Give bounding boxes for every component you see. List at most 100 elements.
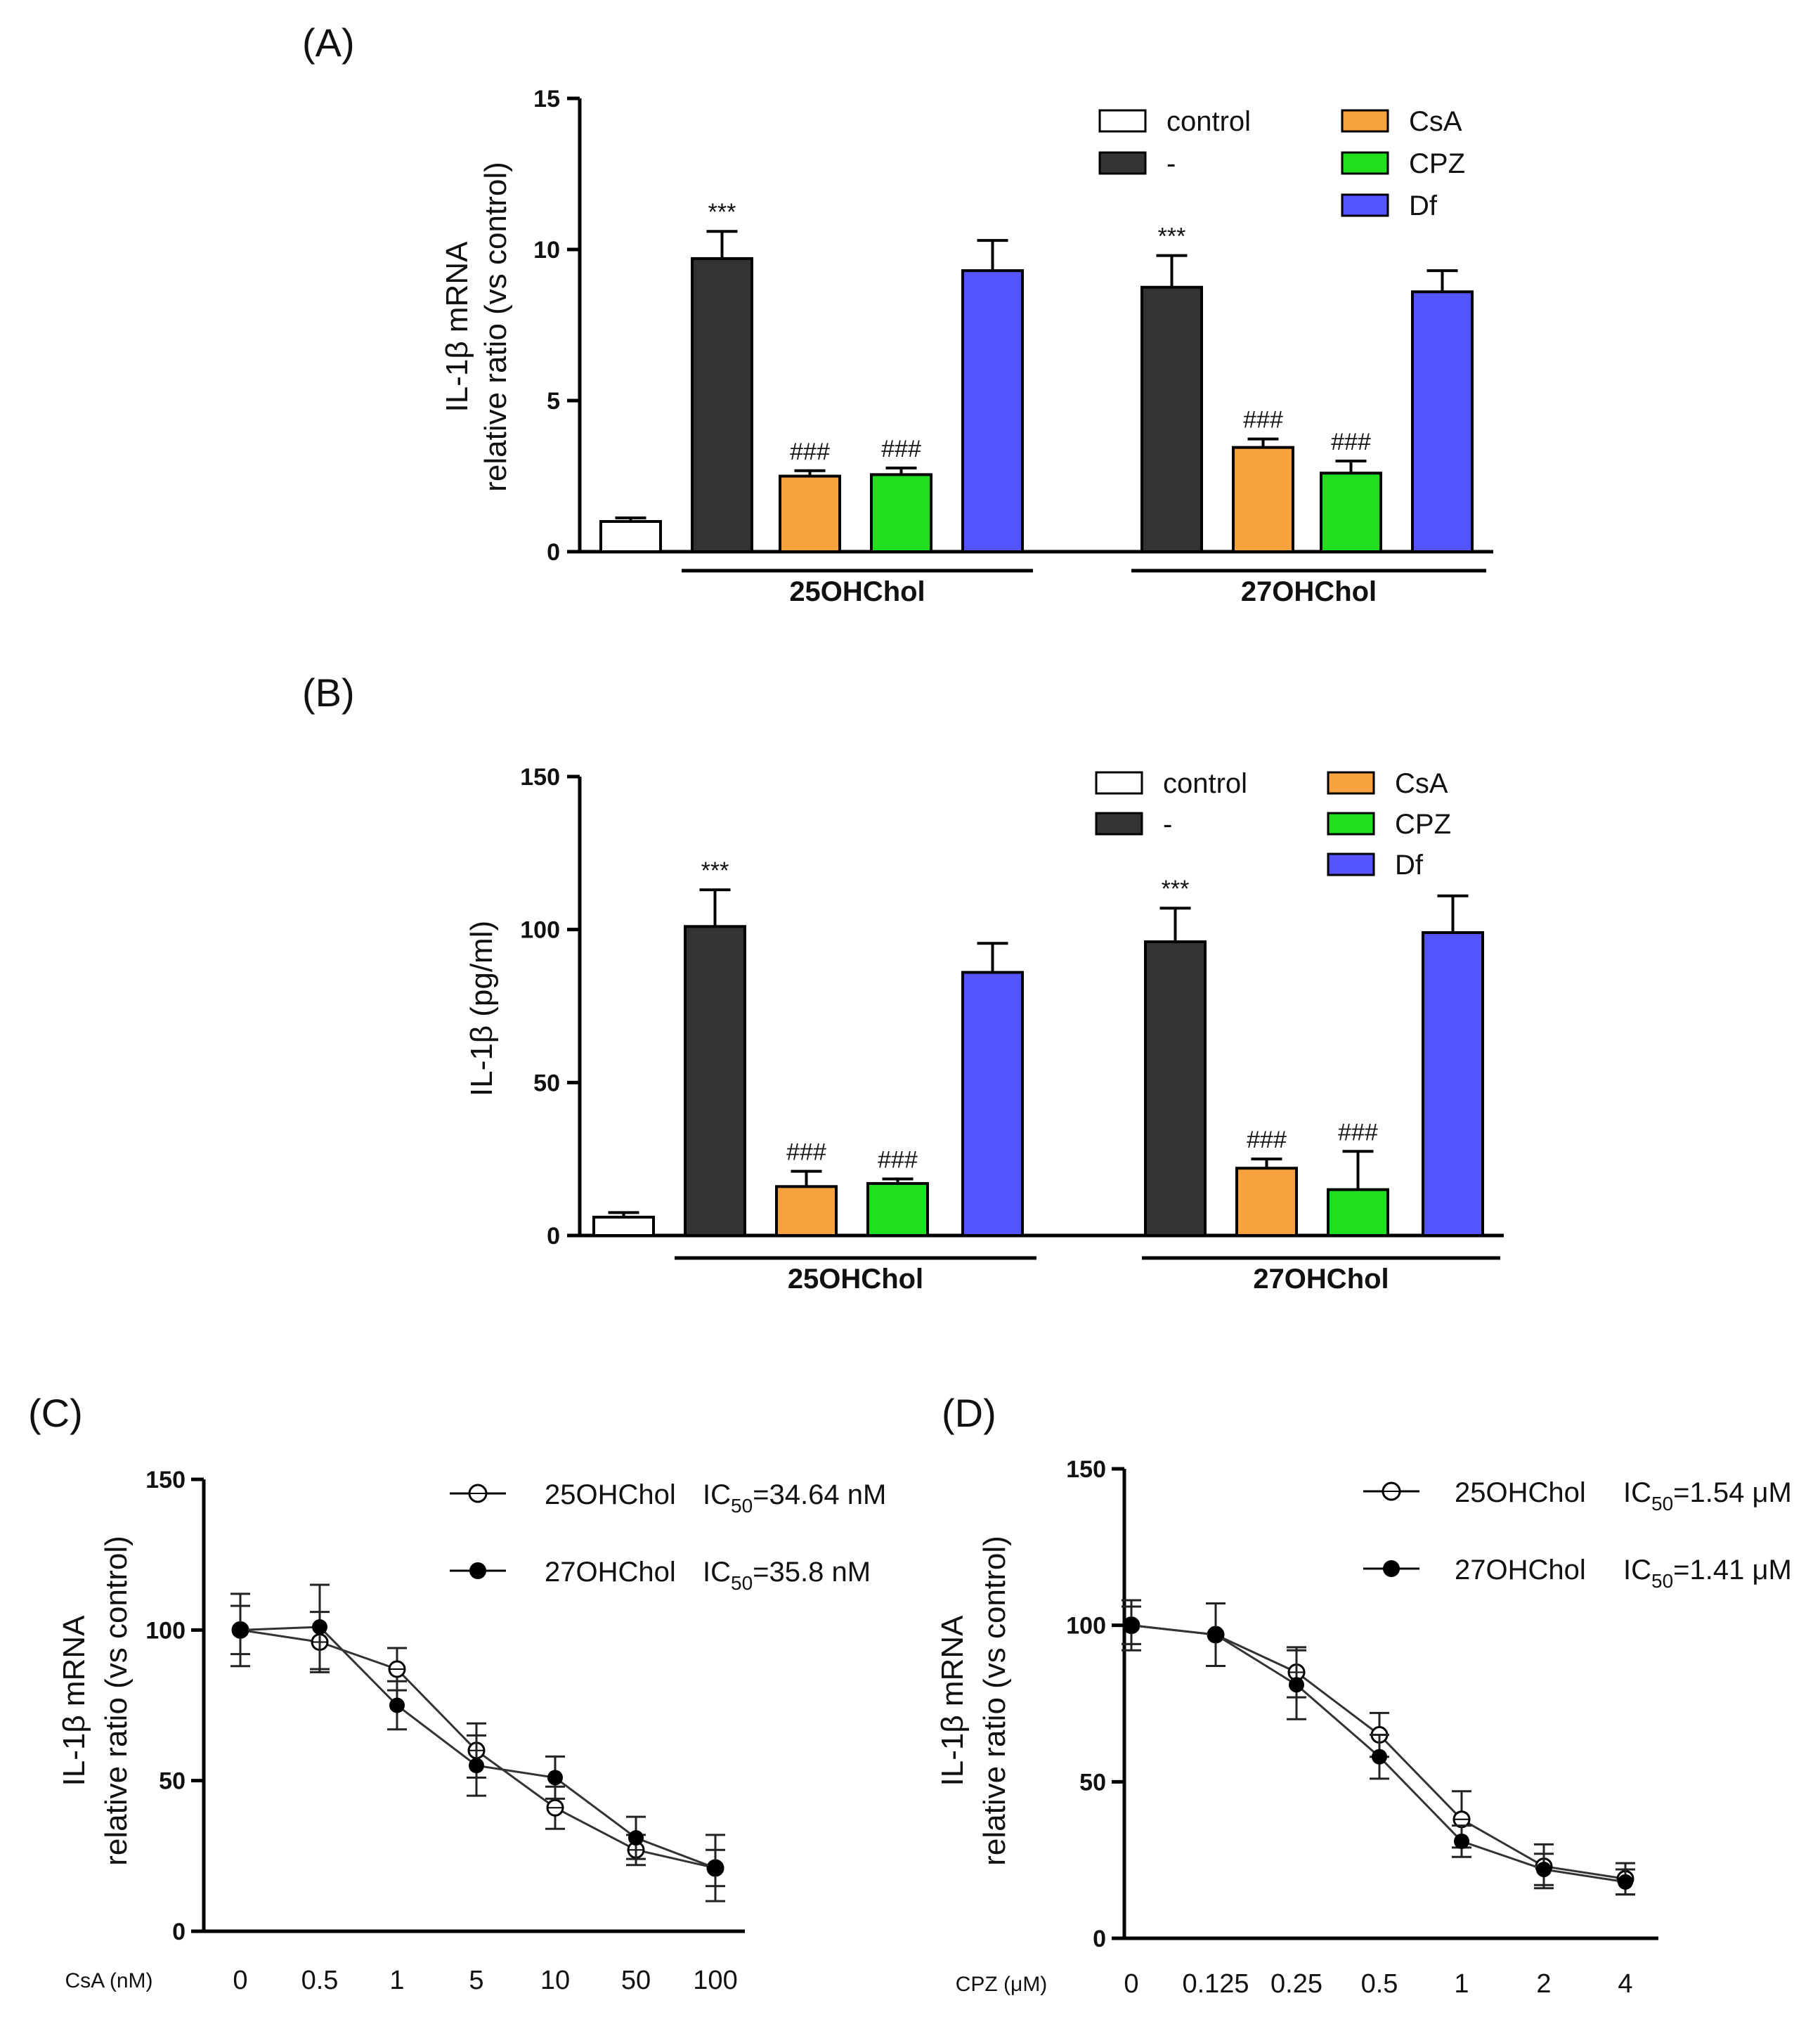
significance-label: ### (786, 1139, 826, 1166)
bar-panel-a: (A) 0 5 10 15 IL-1β mRNA relative ratio (vs co… (302, 20, 1493, 607)
x-axis-name: CsA (nM) (65, 1969, 152, 1992)
data-point (708, 1860, 723, 1876)
x-tick-label: 2 (1536, 1969, 1551, 1999)
legend-swatch (1098, 151, 1147, 175)
y-tick-label: 100 (145, 1617, 186, 1644)
bar (691, 257, 753, 553)
x-tick-label: 100 (693, 1966, 737, 1995)
group-label: 25OHChol (788, 1264, 923, 1295)
y-axis-label-line1: IL-1β mRNA (57, 1615, 91, 1786)
bar (1320, 472, 1382, 554)
legend-swatch (1341, 193, 1389, 217)
legend-swatch (1341, 151, 1389, 175)
x-tick-label: 5 (469, 1966, 483, 1995)
legend-label: 27OHChol (545, 1557, 676, 1588)
significance-label: ### (790, 439, 830, 465)
legend-swatch (1327, 771, 1375, 795)
significance-label: ### (881, 436, 921, 462)
y-tick-label: 0 (547, 539, 560, 566)
data-point (1454, 1833, 1469, 1849)
data-point (1124, 1617, 1139, 1633)
bar (592, 1215, 655, 1238)
significance-label: ### (1247, 1127, 1287, 1153)
ic50-label: IC50=1.41 μM (1623, 1555, 1792, 1592)
data-point (389, 1697, 405, 1713)
bar (866, 1181, 929, 1237)
y-tick-label: 50 (1079, 1769, 1106, 1796)
y-axis-label-line1: IL-1β mRNA (440, 241, 474, 413)
x-axis-name: CPZ (μM) (956, 1973, 1048, 1996)
y-tick-label: 150 (145, 1467, 186, 1493)
legend-swatch (1327, 812, 1375, 836)
y-tick-label: 15 (533, 86, 560, 112)
significance-label: *** (701, 857, 729, 884)
legend-label: control (1166, 106, 1251, 137)
x-tick-label: 0.5 (301, 1966, 339, 1995)
bar (1232, 446, 1294, 554)
bar (775, 1185, 838, 1238)
data-point (628, 1830, 644, 1846)
significance-label: ### (1338, 1119, 1378, 1146)
x-tick-label: 0.5 (1361, 1969, 1398, 1999)
legend-swatch (1341, 109, 1389, 133)
panel-label: (D) (942, 1391, 996, 1435)
legend-label: 25OHChol (1455, 1477, 1586, 1508)
y-tick-label: 100 (520, 917, 560, 944)
legend-label: CsA (1409, 106, 1462, 137)
group-label: 27OHChol (1253, 1264, 1389, 1295)
significance-label: ### (1331, 429, 1371, 455)
x-tick-label: 0 (233, 1966, 247, 1995)
y-axis-label-line2: relative ratio (vs control) (977, 1536, 1012, 1865)
bar (1144, 940, 1207, 1237)
x-tick-label: 50 (621, 1966, 651, 1995)
data-point (233, 1622, 248, 1638)
bar (599, 520, 662, 553)
y-tick-label: 100 (1066, 1613, 1106, 1640)
x-tick-label: 0.25 (1270, 1969, 1322, 1999)
data-point (469, 1758, 484, 1774)
y-tick-label: 5 (547, 388, 560, 415)
y-tick-label: 150 (1066, 1456, 1106, 1483)
legend-swatch (1098, 109, 1147, 133)
legend-label: - (1166, 148, 1176, 179)
bar (1422, 931, 1484, 1238)
bar (1235, 1167, 1298, 1238)
bar (684, 925, 746, 1238)
bar (961, 269, 1024, 553)
x-tick-label: 10 (540, 1966, 570, 1995)
legend-label: 27OHChol (1455, 1555, 1586, 1585)
bar (870, 473, 932, 553)
significance-label: *** (1162, 876, 1190, 902)
legend-label: CPZ (1409, 148, 1465, 179)
data-point (1372, 1749, 1387, 1765)
y-tick-label: 0 (1093, 1926, 1106, 1952)
group-label: 27OHChol (1241, 576, 1377, 607)
data-point (1618, 1874, 1633, 1890)
legend-label: 25OHChol (545, 1479, 676, 1510)
significance-label: *** (1158, 223, 1186, 250)
panel-label: (B) (302, 670, 355, 715)
y-tick-label: 50 (159, 1768, 186, 1795)
significance-label: ### (878, 1146, 918, 1173)
panel-label: (A) (302, 20, 355, 65)
legend-label: Df (1395, 850, 1424, 881)
legend-label: - (1163, 809, 1172, 840)
line-panel-d: (D) 0 50 100 150 IL-1β mRNA relative ratio (vs… (935, 1391, 1792, 1999)
y-axis-label-line1: IL-1β mRNA (935, 1615, 970, 1786)
y-axis-label-line2: relative ratio (vs control) (99, 1536, 134, 1865)
data-point (1536, 1862, 1552, 1878)
ic50-label: IC50=35.8 nM (703, 1557, 871, 1594)
data-point (312, 1619, 327, 1635)
bar (1411, 290, 1474, 553)
data-point (547, 1770, 563, 1786)
legend-label: CPZ (1395, 809, 1451, 840)
significance-label: ### (1243, 407, 1283, 434)
legend-swatch (1095, 812, 1143, 836)
data-point (1289, 1677, 1304, 1693)
panel-label: (C) (28, 1391, 83, 1435)
legend-label: CsA (1395, 768, 1448, 799)
x-tick-label: 1 (389, 1966, 404, 1995)
y-tick-label: 0 (172, 1919, 186, 1945)
ic50-label: IC50=1.54 μM (1623, 1477, 1792, 1515)
